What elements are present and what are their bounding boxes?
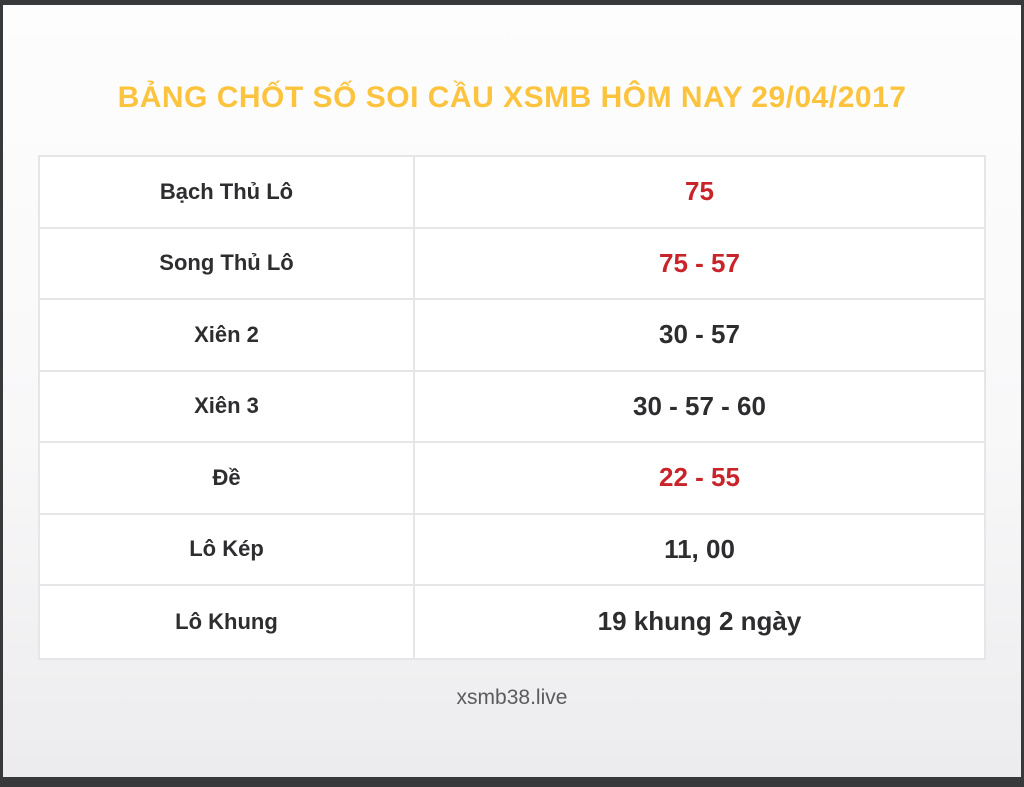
row-label: Xiên 3 — [40, 371, 415, 441]
table-row: Lô Kép 11, 00 — [40, 514, 984, 586]
table-row: Lô Khung 19 khung 2 ngày — [40, 586, 984, 658]
row-value: 22 - 55 — [659, 462, 740, 493]
row-value: 75 — [685, 176, 714, 207]
row-label: Đề — [40, 443, 415, 513]
row-label: Xiên 2 — [40, 300, 415, 370]
row-label: Lô Kép — [40, 514, 415, 584]
table-row: Bạch Thủ Lô 75 — [40, 157, 984, 229]
row-value: 11, 00 — [664, 533, 735, 564]
table-row: Xiên 2 30 - 57 — [40, 300, 984, 372]
row-label: Lô Khung — [40, 586, 415, 658]
table-row: Song Thủ Lô 75 - 57 — [40, 228, 984, 300]
row-label: Song Thủ Lô — [40, 228, 415, 298]
row-value: 30 - 57 — [659, 319, 740, 350]
row-value: 19 khung 2 ngày — [597, 606, 802, 637]
table-row: Đề 22 - 55 — [40, 443, 984, 515]
row-value: 75 - 57 — [659, 247, 740, 278]
page-title: BẢNG CHỐT SỐ SOI CẦU XSMB HÔM NAY 29/04/… — [117, 81, 907, 114]
table-row: Xiên 3 30 - 57 - 60 — [40, 371, 984, 443]
site-name: xsmb38.live — [456, 685, 568, 709]
row-value: 30 - 57 - 60 — [633, 390, 766, 421]
prediction-table: Bạch Thủ Lô 75 Song Thủ Lô 75 - 57 Xiên … — [38, 155, 986, 660]
row-label: Bạch Thủ Lô — [40, 157, 415, 227]
